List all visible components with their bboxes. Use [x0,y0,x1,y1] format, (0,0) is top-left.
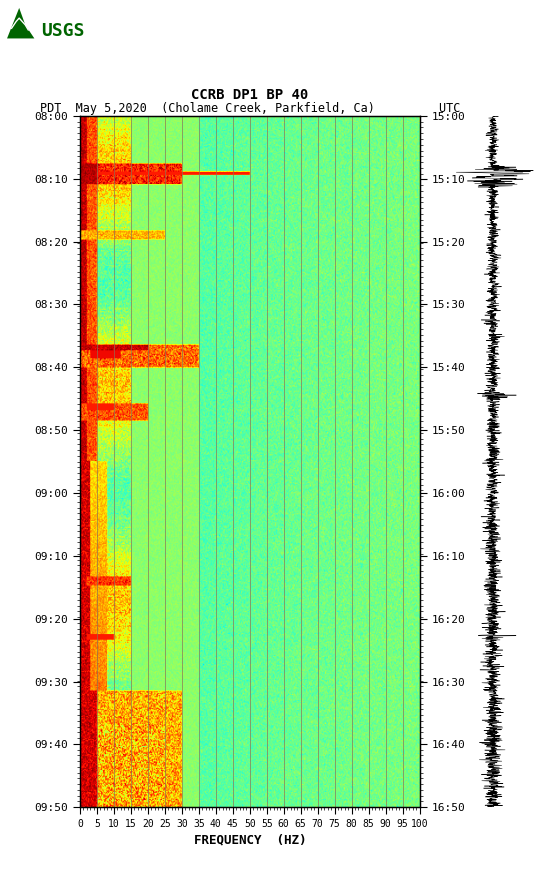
Text: CCRB DP1 BP 40: CCRB DP1 BP 40 [191,88,309,103]
Text: USGS: USGS [41,22,85,40]
Polygon shape [7,8,34,38]
Text: PDT  May 5,2020  (Cholame Creek, Parkfield, Ca)         UTC: PDT May 5,2020 (Cholame Creek, Parkfield… [40,103,460,115]
X-axis label: FREQUENCY  (HZ): FREQUENCY (HZ) [194,833,306,847]
